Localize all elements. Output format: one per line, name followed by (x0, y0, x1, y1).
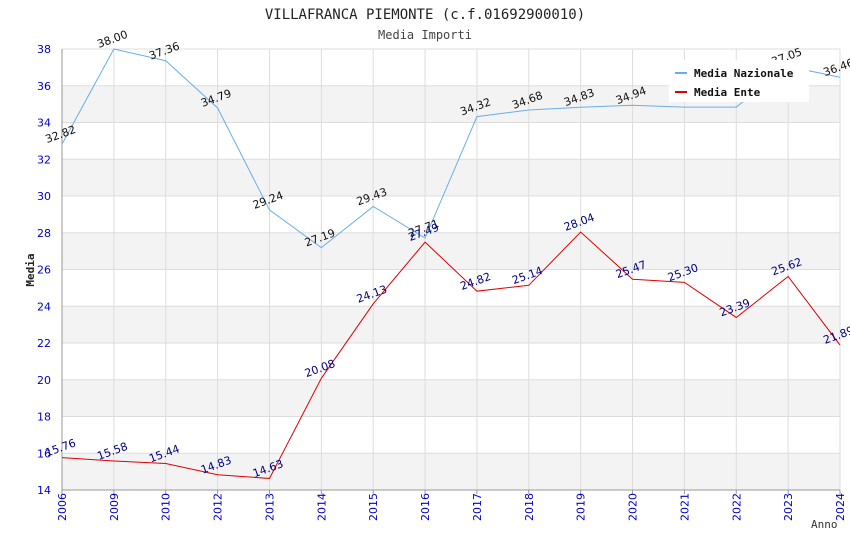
x-tick-label: 2017 (471, 493, 484, 521)
grid-lines (61, 48, 841, 494)
y-tick-label: 38 (37, 43, 51, 56)
y-tick-label: 26 (37, 264, 51, 277)
series-media-nazionale (61, 48, 841, 249)
y-tick-label: 30 (37, 190, 51, 203)
x-tick-label: 2021 (678, 493, 691, 521)
x-axis-ticks: 2006 2009 2010 2012 2013 2014 2015 2016 2017 2018… (56, 493, 847, 521)
x-tick-label: 2020 (627, 493, 640, 521)
x-tick-label: 2019 (575, 493, 588, 521)
x-axis-label: Anno (811, 518, 838, 531)
y-axis-ticks: 14 16 18 20 22 24 26 28 30 32 34 36 38 (37, 43, 51, 497)
y-tick-label: 32 (37, 153, 51, 166)
y-tick-label: 22 (37, 337, 51, 350)
chart-title: VILLAFRANCA PIEMONTE (c.f.01692900010) (265, 7, 585, 23)
x-tick-label: 2023 (782, 493, 795, 521)
y-tick-label: 28 (37, 227, 51, 240)
grid-band (62, 232, 840, 270)
x-tick-label: 2014 (315, 493, 328, 521)
x-tick-label: 2009 (108, 493, 121, 521)
x-tick-label: 2006 (56, 493, 69, 521)
series-line (61, 48, 841, 249)
y-tick-label: 36 (37, 80, 51, 93)
x-tick-label: 2018 (523, 493, 536, 521)
chart-subtitle: Media Importi (378, 28, 472, 42)
series-line (61, 231, 841, 479)
grid-band (62, 306, 840, 343)
y-tick-label: 20 (37, 374, 51, 387)
y-tick-label: 14 (37, 484, 51, 497)
grid-band (62, 453, 840, 490)
y-tick-label: 18 (37, 411, 51, 424)
data-label: 38.00 (95, 28, 129, 51)
series-media-ente (61, 231, 841, 479)
x-tick-label: 2022 (730, 493, 743, 521)
x-tick-label: 2013 (263, 493, 276, 521)
x-tick-label: 2010 (160, 493, 173, 521)
x-tick-label: 2024 (834, 493, 847, 521)
legend: Media Nazionale Media Ente (669, 60, 809, 102)
y-tick-label: 16 (37, 447, 51, 460)
x-tick-label: 2015 (367, 493, 380, 521)
legend-entry: Media Ente (694, 86, 761, 99)
y-tick-label: 24 (37, 300, 51, 313)
legend-entry: Media Nazionale (694, 67, 794, 80)
y-tick-label: 34 (37, 117, 51, 130)
legend-box (669, 60, 809, 102)
grid-band (62, 379, 840, 417)
x-tick-label: 2016 (419, 493, 432, 521)
y-axis-label: Media (24, 253, 37, 286)
x-tick-label: 2012 (212, 493, 225, 521)
